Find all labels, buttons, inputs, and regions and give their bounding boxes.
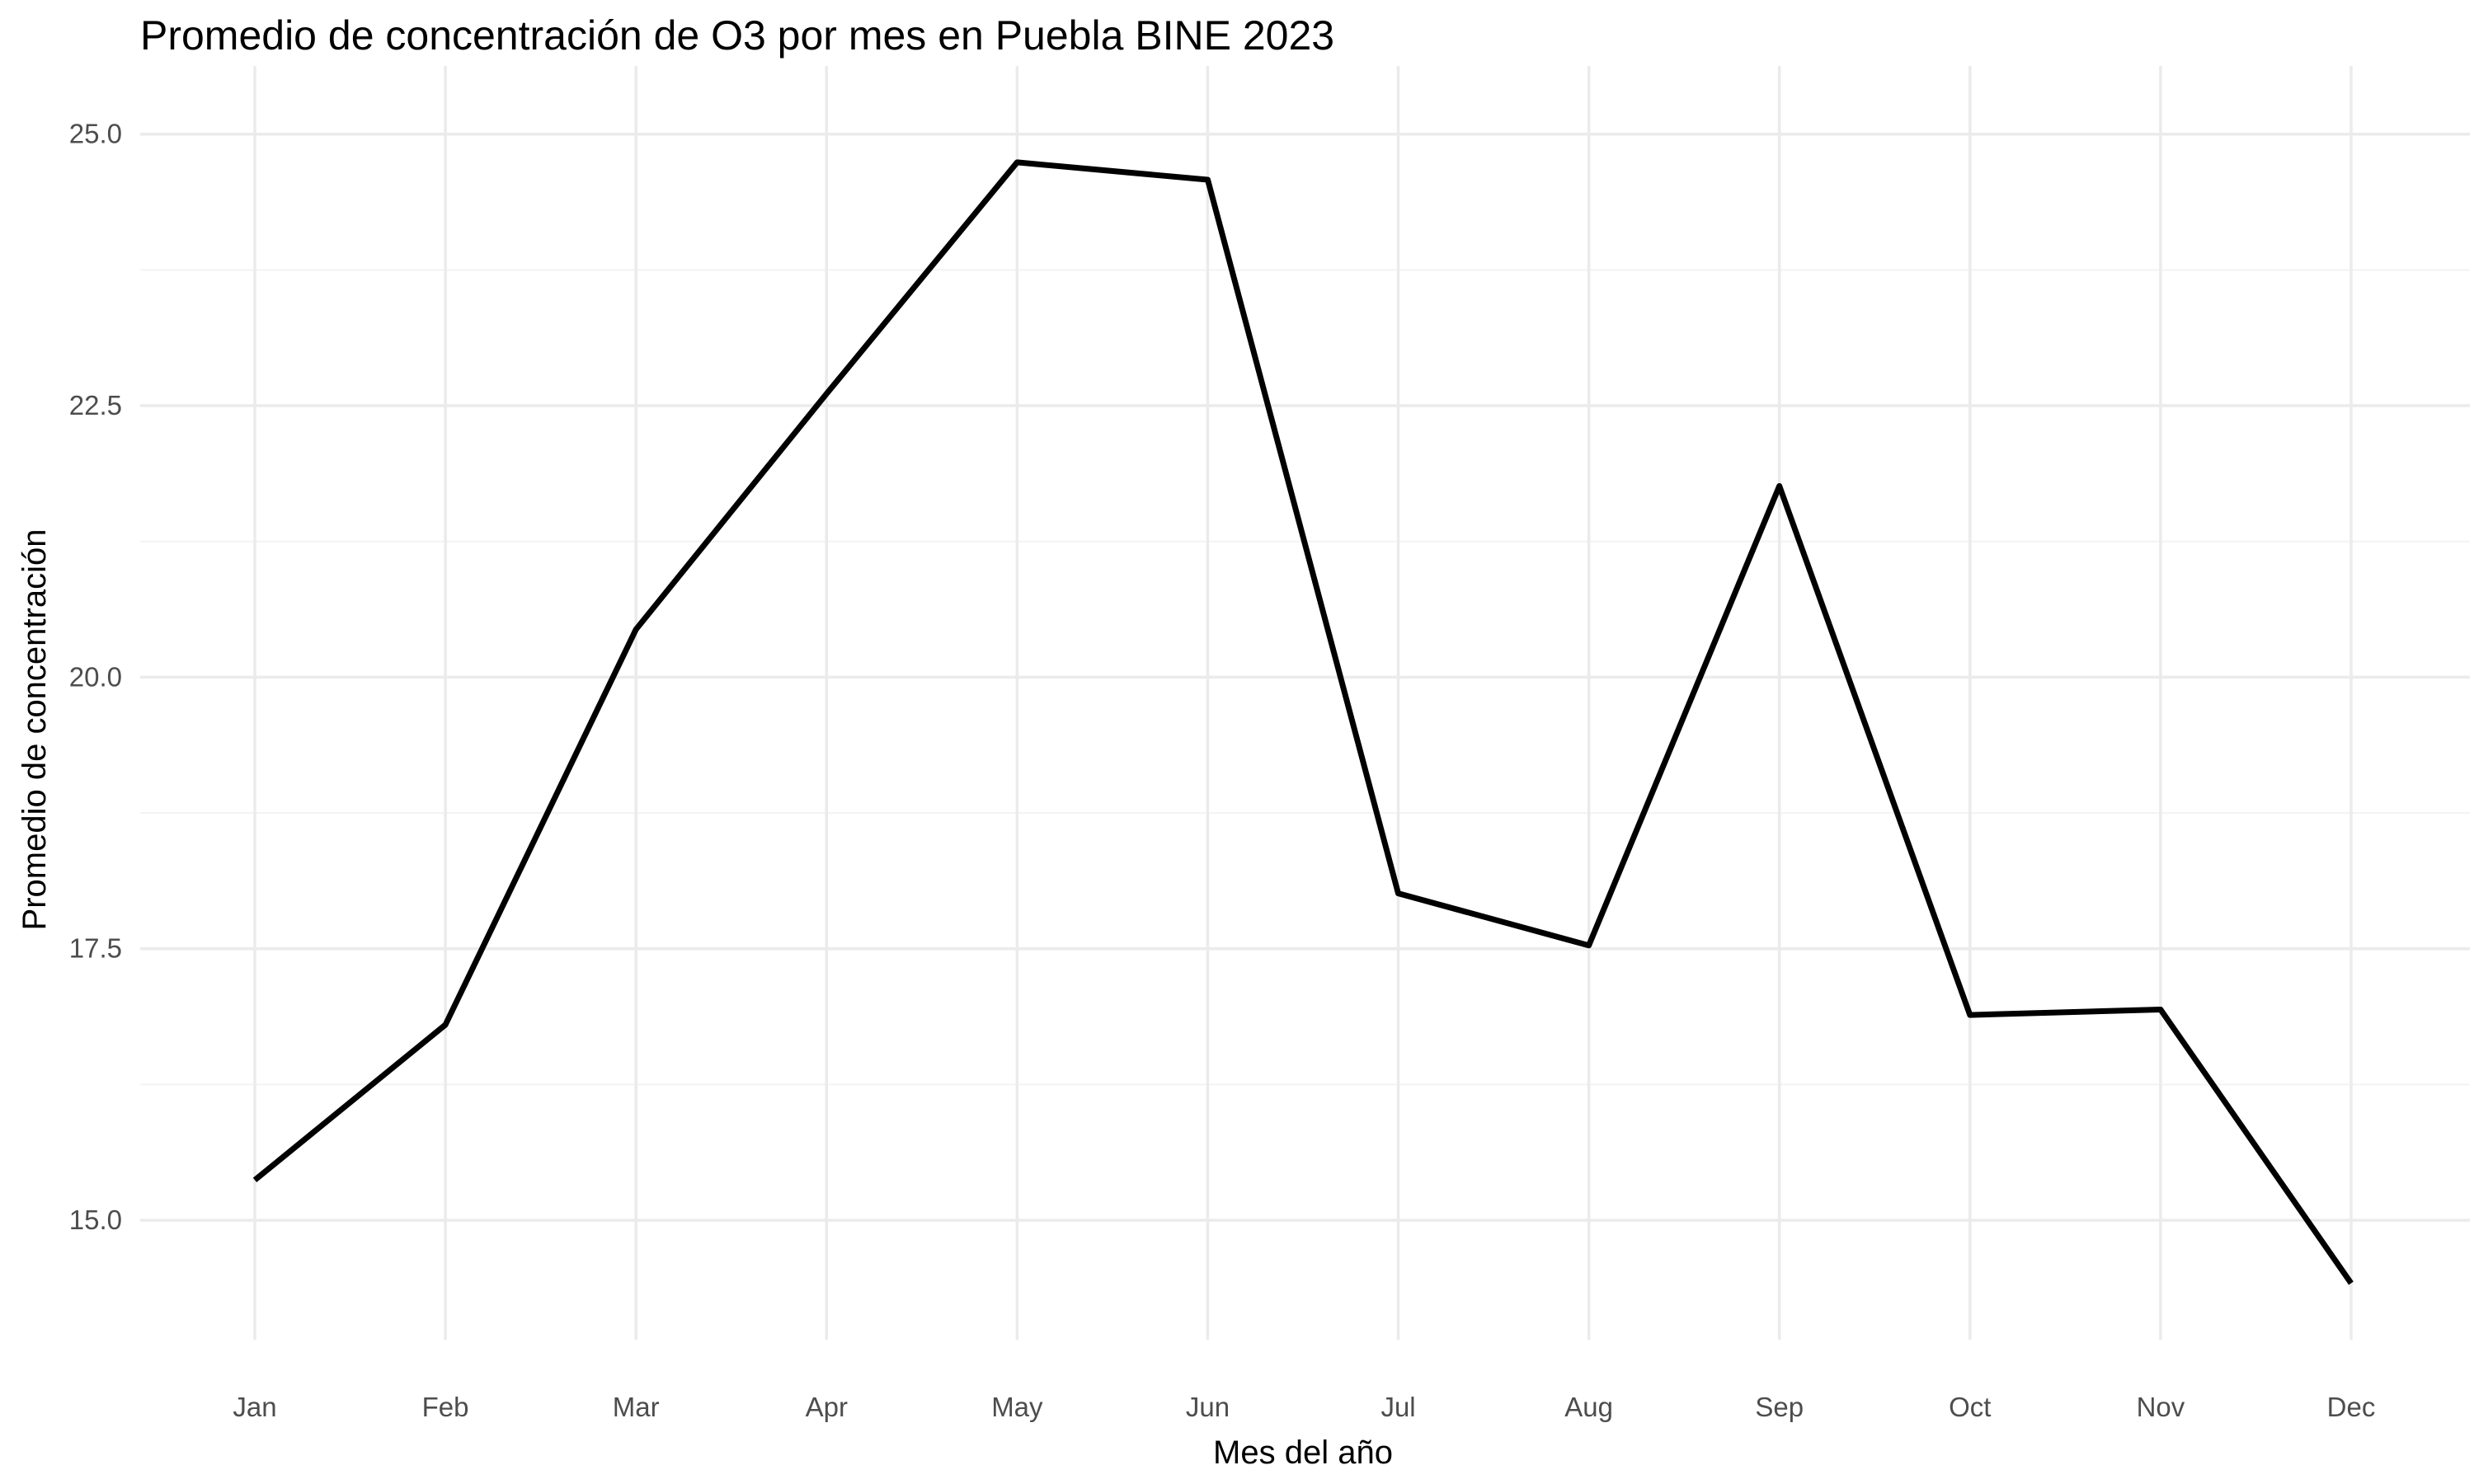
series-line: [252, 159, 2354, 1285]
series-layer: [252, 159, 2354, 1285]
y-axis-title: Promedio de concentración: [16, 529, 53, 931]
x-tick-label: Sep: [1755, 1392, 1804, 1422]
y-tick-label: 25.0: [69, 119, 122, 149]
x-tick-label: Oct: [1949, 1392, 1991, 1422]
y-tick-label: 22.5: [69, 390, 122, 420]
x-axis-ticks: Jan Feb Mar Apr May Jun Jul Aug Sep Oct Nov Dec: [233, 1392, 2375, 1422]
y-tick-label: 15.0: [69, 1205, 122, 1235]
x-tick-label: Apr: [806, 1392, 848, 1422]
y-tick-label: 20.0: [69, 661, 122, 692]
x-tick-label: Nov: [2137, 1392, 2185, 1422]
x-tick-label: Feb: [422, 1392, 469, 1422]
x-tick-label: Mar: [613, 1392, 660, 1422]
x-tick-label: Jul: [1380, 1392, 1415, 1422]
y-tick-label: 17.5: [69, 933, 122, 964]
x-tick-label: Aug: [1564, 1392, 1613, 1422]
x-axis-title: Mes del año: [1213, 1435, 1393, 1471]
x-tick-label: May: [991, 1392, 1043, 1422]
x-tick-label: Jan: [233, 1392, 276, 1422]
grid: [140, 66, 2470, 1340]
y-axis-ticks: 15.0 17.5 20.0 22.5 25.0: [69, 119, 122, 1235]
x-tick-label: Jun: [1186, 1392, 1230, 1422]
chart-title: Promedio de concentración de O3 por mes …: [140, 12, 1334, 59]
x-tick-label: Dec: [2327, 1392, 2376, 1422]
